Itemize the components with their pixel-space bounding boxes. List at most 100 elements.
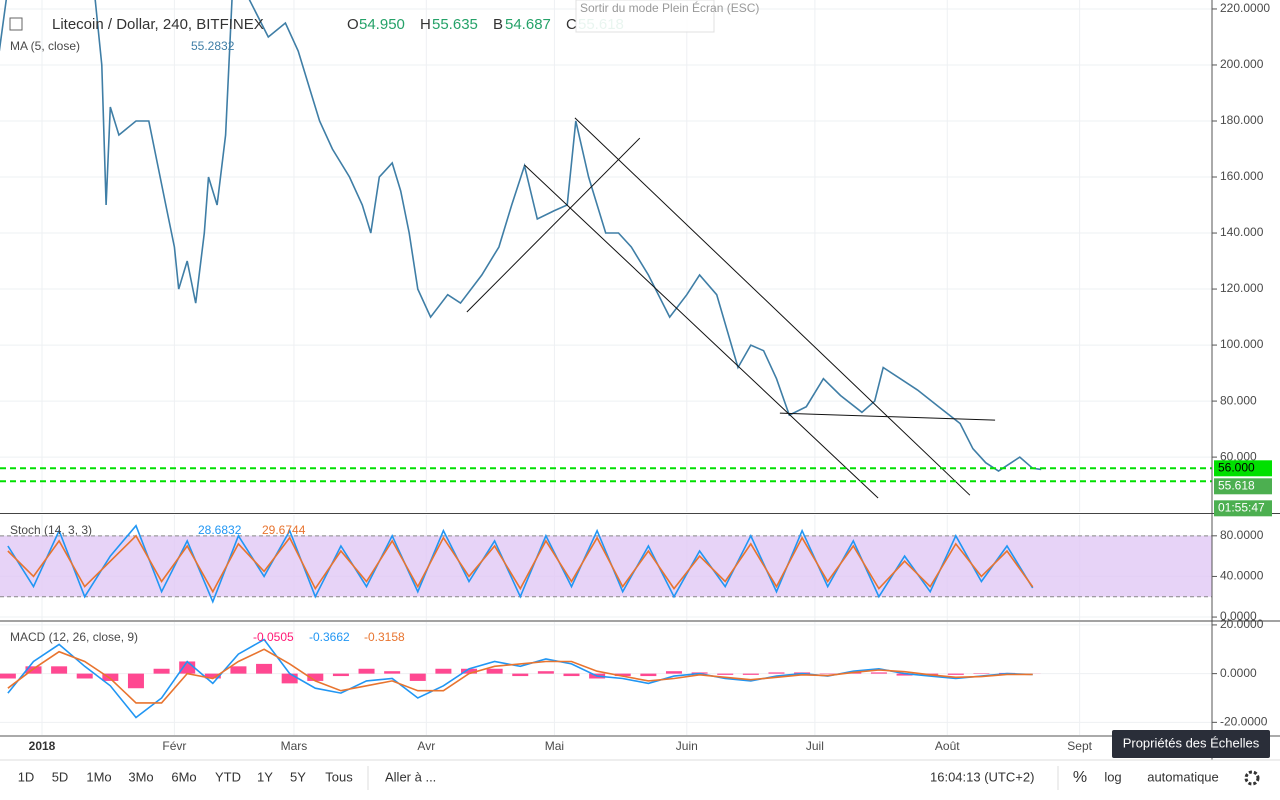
ohlc-value: 54.950 [359,16,405,33]
histogram-bar [76,673,93,679]
y-tick-label: 0.0000 [1220,609,1257,623]
countdown-box [1214,500,1272,517]
macd-legend: MACD (12, 26, close, 9) [10,630,138,644]
collapse-icon[interactable] [9,17,23,31]
histogram-bar [870,672,887,674]
range-button[interactable]: 1Y [257,769,273,784]
price-label: 56.000 [1218,460,1255,474]
histogram-bar [256,663,273,674]
histogram-bar [332,673,349,677]
range-button[interactable]: 5Y [290,769,306,784]
y-tick-label: 60.000 [1220,449,1257,463]
histogram-bar [947,673,964,675]
range-button[interactable]: Tous [325,769,353,784]
marks [0,0,1212,719]
x-tick-label: Juil [806,739,824,753]
x-tick-label: Févr [162,739,186,753]
countdown: 01:55:47 [1218,500,1265,514]
pane-marks [0,0,1212,499]
histogram-bar [896,673,913,676]
range-button[interactable]: 5D [52,769,69,784]
price-label-box [1214,478,1272,495]
histogram-bar [461,668,478,674]
x-tick-label: Mai [545,739,564,753]
y-tick-label: 180.000 [1220,113,1264,127]
goto-button[interactable]: Aller à ... [385,769,436,784]
histogram-bar [512,673,529,677]
histogram-bar [281,673,298,684]
pane-marks [0,524,1212,604]
histogram-bar [179,661,196,674]
trendline [574,117,971,496]
x-tick-label: 2018 [29,739,56,753]
histogram-bar [563,673,580,677]
histogram-bar [358,668,375,674]
toolbar: 1D 5D 1Mo 3Mo 6Mo YTD 1Y 5Y Tous Aller à ... 16:04… [18,766,1260,790]
y-tick-label: -20.0000 [1220,715,1268,729]
log-button[interactable]: log [1104,769,1121,784]
ohlc-key: B [493,16,503,33]
range-button[interactable]: 6Mo [171,769,196,784]
scale-tooltip: Propriétés des Échelles [1123,735,1260,750]
ma-legend: MA (5, close) [10,39,80,53]
stoch-k-value: 28.6832 [198,523,242,537]
y-tick-label: 40.0000 [1220,569,1264,583]
macd-value: -0.3662 [309,630,350,644]
histogram-bar [768,672,785,674]
range-button[interactable]: YTD [215,769,241,784]
histogram-bar [486,668,503,674]
stoch-legend: Stoch (14, 3, 3) [10,523,92,537]
ohlc-key: H [420,16,431,33]
y-tick-label: 0.0000 [1220,666,1257,680]
price-label-box [1214,460,1272,477]
ohlc-key: C [566,16,577,33]
symbol-title: Litecoin / Dollar, 240, BITFINEX [52,16,264,33]
histogram-bar [204,673,221,679]
clock: 16:04:13 (UTC+2) [930,769,1034,784]
macd-signal-value: -0.3158 [364,630,405,644]
scale-tooltip-box [1112,730,1270,758]
y-tick-label: 140.000 [1220,225,1264,239]
range-button[interactable]: 1Mo [86,769,111,784]
histogram-bar [614,673,631,677]
histogram-bar [0,673,16,679]
x-tick-label: Août [935,739,960,753]
histogram-bar [51,666,68,674]
range-button[interactable]: 3Mo [128,769,153,784]
histogram-bar [230,666,247,674]
macd-hist-value: -0.0505 [253,630,294,644]
stoch-band [0,535,1212,597]
histogram-bar [307,673,324,681]
histogram-bar [665,671,682,674]
series-line [7,648,1033,704]
histogram-bar [127,673,144,689]
histogram-bar [25,666,42,674]
trendline [466,137,641,313]
x-tick-label: Mars [281,739,308,753]
x-tick-label: Juin [676,739,698,753]
percent-button[interactable]: % [1073,769,1087,786]
histogram-bar [742,673,759,675]
auto-button[interactable]: automatique [1147,769,1219,784]
stoch-d-value: 29.6744 [262,523,306,537]
histogram-bar [409,673,426,681]
x-tick-label: Sept [1067,739,1092,753]
y-tick-label: 200.000 [1220,57,1264,71]
y-tick-label: 20.0000 [1220,617,1264,631]
price-label: 55.618 [1218,478,1255,492]
histogram-bar [435,668,452,674]
y-tick-label: 100.000 [1220,337,1264,351]
settings-icon[interactable] [1244,770,1260,786]
pane-marks [0,638,1041,719]
ohlc-key: O [347,16,359,33]
histogram-bar [537,671,554,674]
trendline [779,412,996,421]
ohlc-value: 54.687 [505,16,551,33]
range-button[interactable]: 1D [18,769,35,784]
y-tick-label: 120.000 [1220,281,1264,295]
histogram-bar [717,673,734,675]
histogram-bar [384,671,401,674]
y-tick-label: 160.000 [1220,169,1264,183]
